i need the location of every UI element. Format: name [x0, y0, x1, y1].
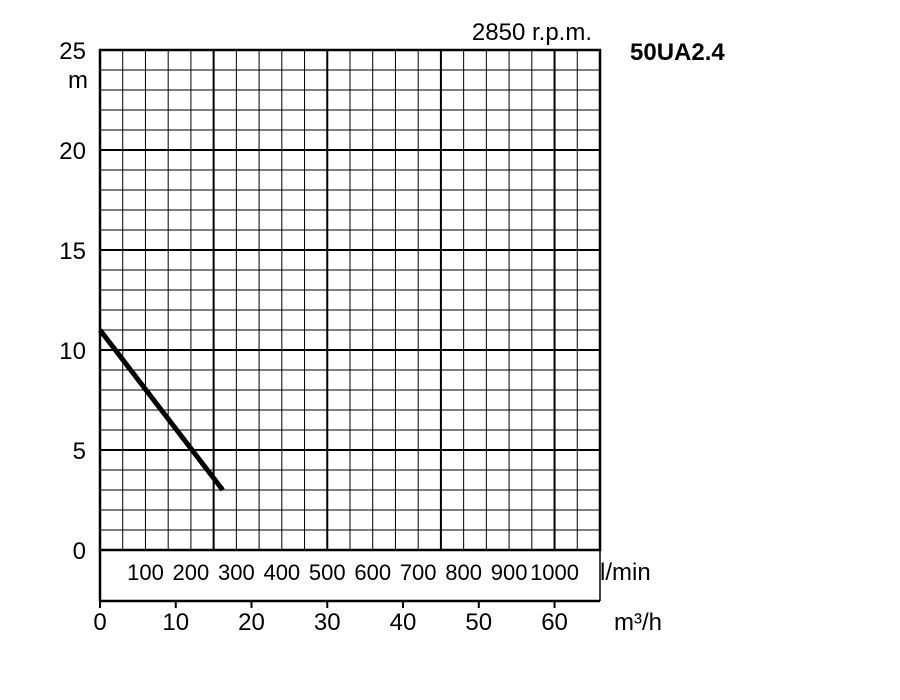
secondary-x-tick-label: 500 — [309, 560, 346, 585]
secondary-x-tick-label: 1000 — [530, 560, 579, 585]
x-tick-label: 50 — [465, 609, 492, 636]
y-tick-label: 20 — [59, 138, 86, 165]
x-tick-label: 20 — [238, 609, 265, 636]
series-line — [98, 328, 225, 492]
secondary-x-tick-label: 300 — [218, 560, 255, 585]
tick-labels: 0 5 10 15 20 25 0 10 20 30 40 50 60 100 200 300 400 500 60… — [59, 38, 579, 636]
secondary-x-tick-label: 700 — [400, 560, 437, 585]
y-axis-unit-label: m — [68, 67, 88, 94]
x-tick-label: 0 — [93, 609, 106, 636]
secondary-x-tick-label: 100 — [127, 560, 164, 585]
chart-title: 50UA2.4 — [630, 39, 725, 66]
x-tick-label: 30 — [314, 609, 341, 636]
chart-grid — [100, 50, 600, 550]
secondary-x-tick-label: 600 — [354, 560, 391, 585]
plot-frame — [98, 48, 602, 552]
secondary-x-tick-label: 200 — [173, 560, 210, 585]
x-tick-label: 10 — [162, 609, 189, 636]
x-axis-label: m³/h — [614, 609, 662, 636]
y-tick-label: 5 — [73, 438, 86, 465]
secondary-x-axis-label: l/min — [600, 559, 651, 586]
y-tick-label: 0 — [73, 538, 86, 565]
x-tick-label: 60 — [541, 609, 568, 636]
chart-subtitle: 2850 r.p.m. — [472, 19, 592, 46]
y-tick-label: 15 — [59, 238, 86, 265]
chart-series — [98, 328, 225, 492]
y-tick-label: 10 — [59, 338, 86, 365]
y-tick-label: 25 — [59, 38, 86, 65]
secondary-x-tick-label: 800 — [445, 560, 482, 585]
chart-axes — [98, 550, 601, 603]
x-tick-label: 40 — [390, 609, 417, 636]
secondary-x-tick-label: 400 — [263, 560, 300, 585]
secondary-x-tick-label: 900 — [491, 560, 528, 585]
